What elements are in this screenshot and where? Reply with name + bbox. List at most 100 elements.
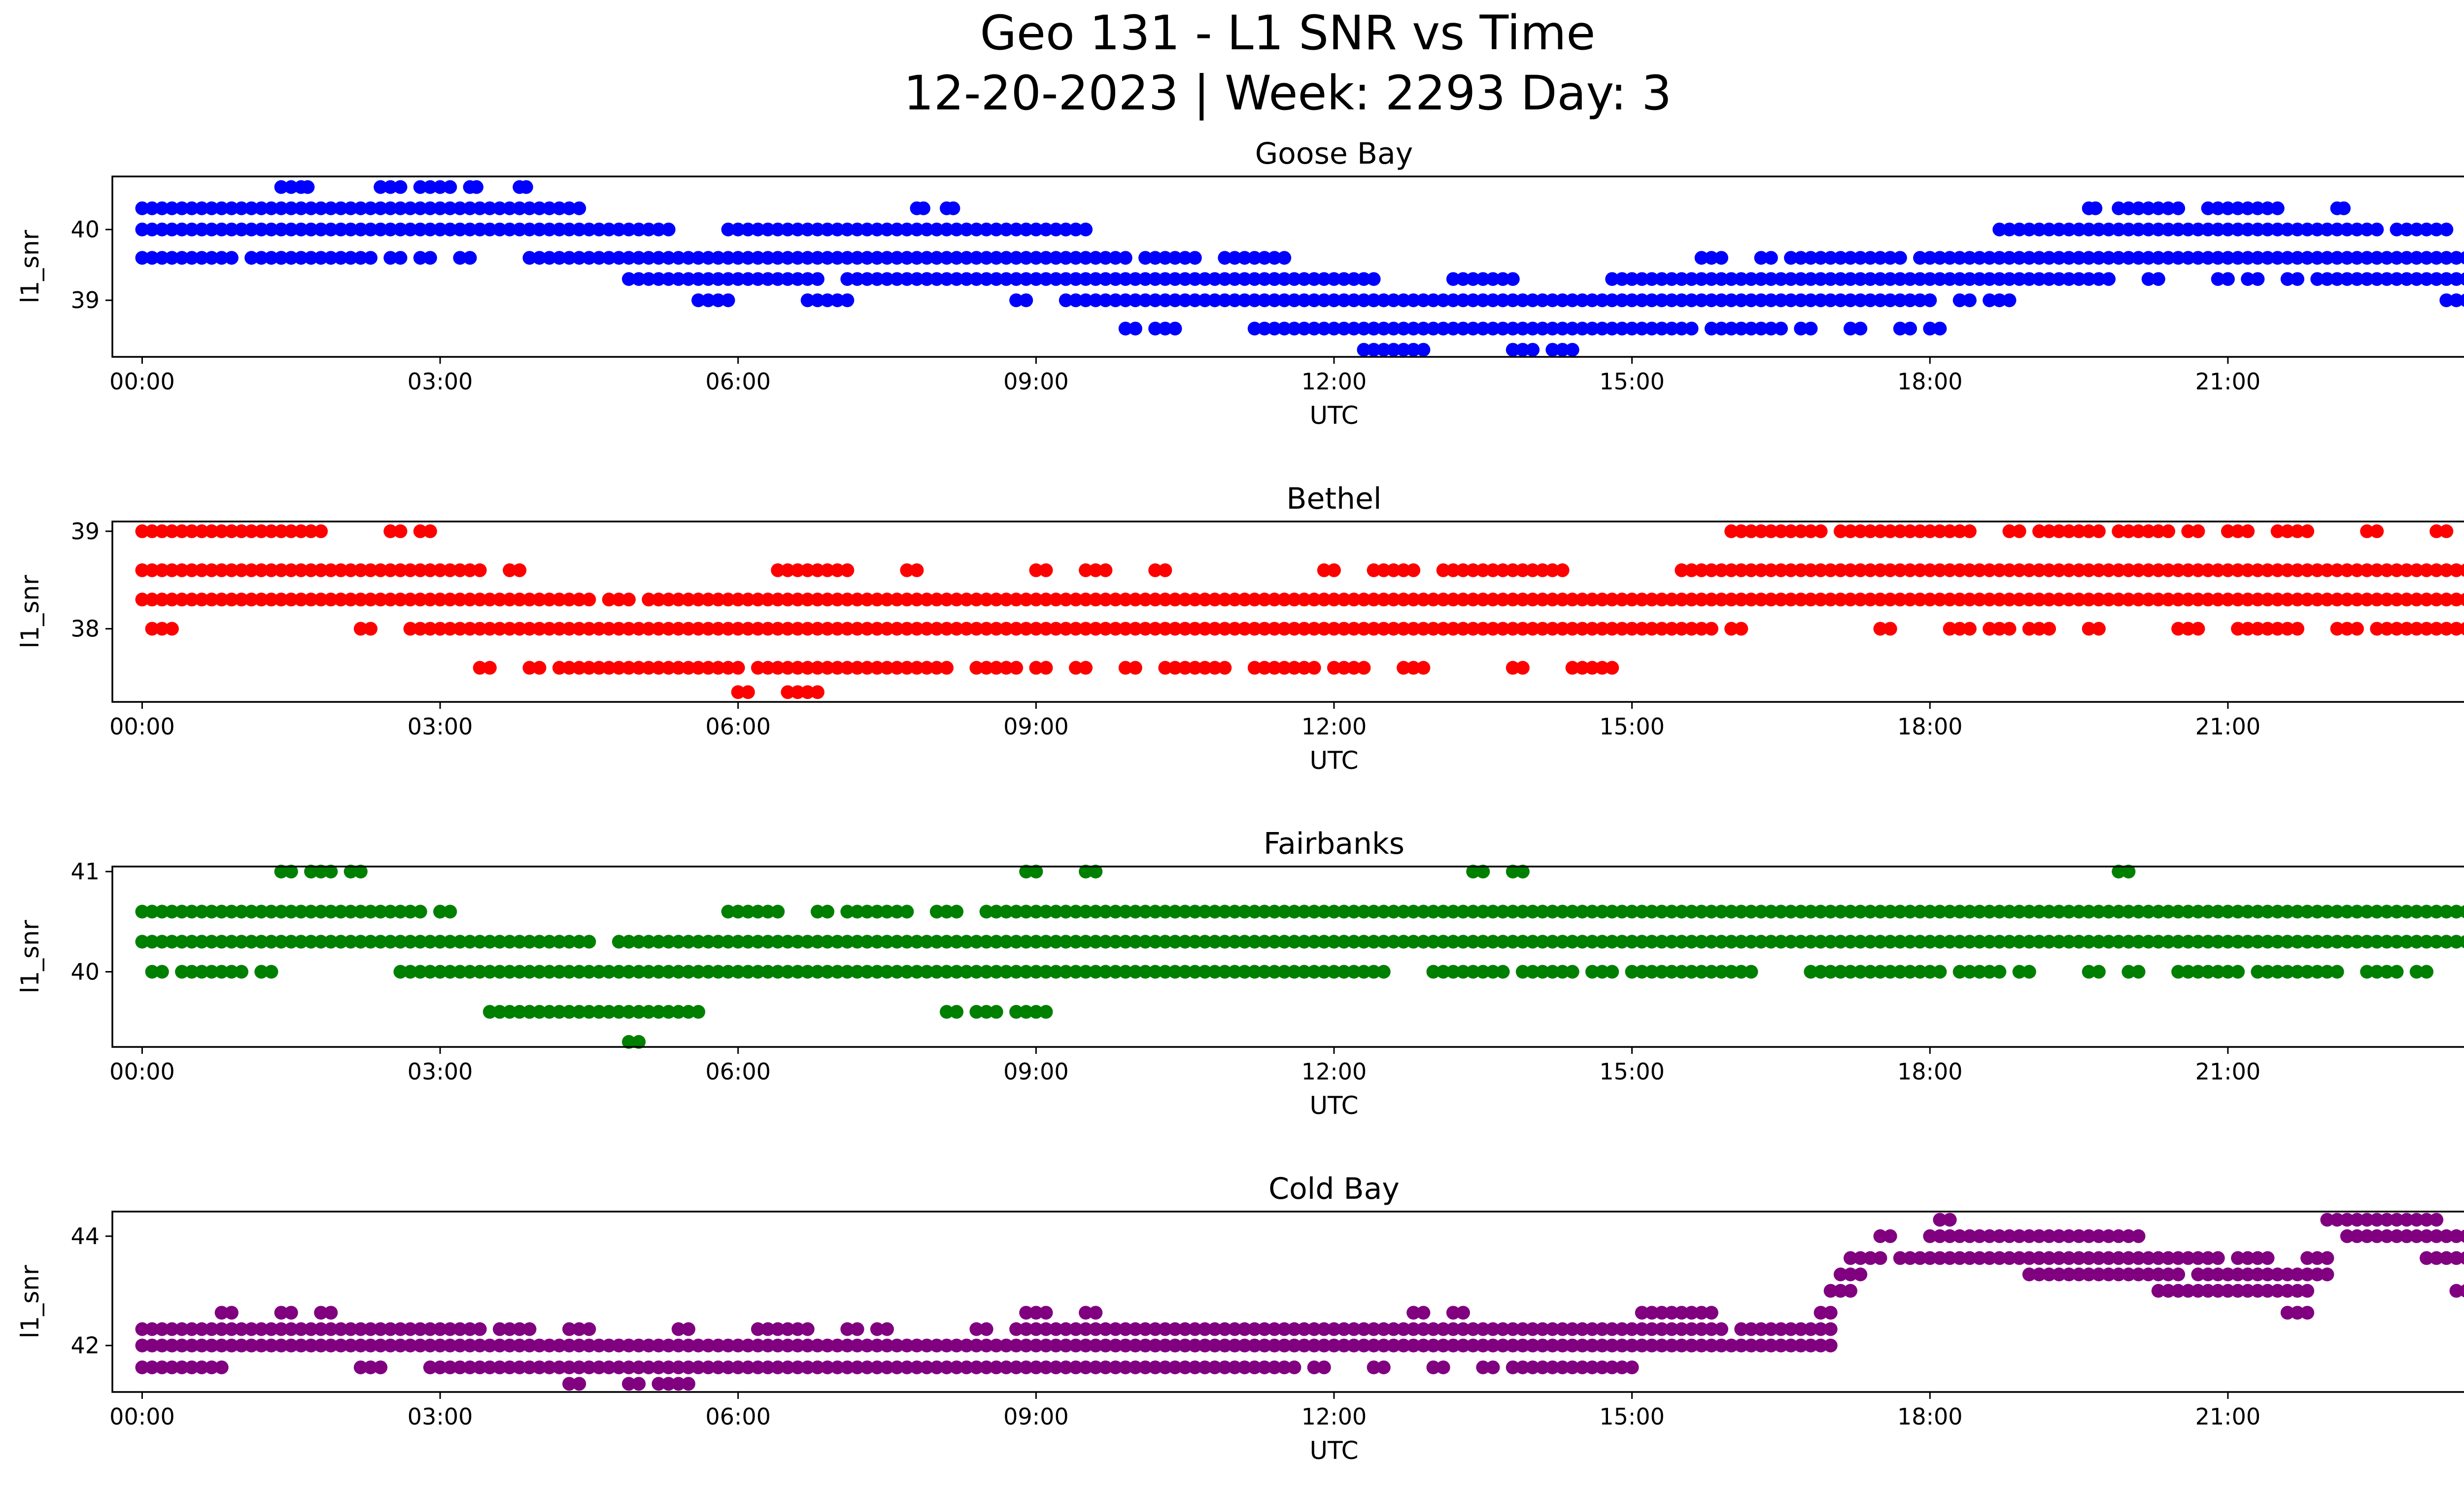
data-point [552, 1005, 566, 1019]
data-point [2221, 904, 2235, 919]
data-point [940, 272, 954, 286]
data-point [1804, 965, 1818, 979]
data-point [463, 251, 477, 265]
data-point [1684, 935, 1699, 949]
data-point [1565, 343, 1579, 357]
data-point [1704, 251, 1718, 265]
data-point [1446, 293, 1460, 308]
data-point [1962, 524, 1977, 538]
data-point [2181, 222, 2195, 237]
data-point [870, 592, 884, 607]
data-point [562, 251, 577, 265]
data-point [214, 1360, 229, 1375]
data-point [244, 563, 259, 577]
data-point [1337, 622, 1351, 636]
data-point [294, 524, 308, 538]
data-point [2091, 1229, 2106, 1243]
data-point [2270, 904, 2285, 919]
data-point [244, 524, 259, 538]
data-point [1913, 293, 1927, 308]
data-point [950, 965, 964, 979]
data-point [1277, 251, 1292, 265]
data-point [701, 965, 716, 979]
data-point [1724, 272, 1739, 286]
data-point [2260, 592, 2275, 607]
data-point [701, 272, 716, 286]
data-point [1297, 592, 1311, 607]
data-point [482, 965, 497, 979]
data-point [811, 272, 824, 286]
data-point [1098, 251, 1113, 265]
data-point [1089, 904, 1103, 919]
data-point [2270, 201, 2285, 215]
data-point [771, 935, 785, 949]
data-point [2072, 935, 2086, 949]
data-point [1327, 965, 1341, 979]
data-point [304, 251, 318, 265]
series-row [1833, 1267, 2334, 1282]
data-point [1208, 661, 1222, 675]
data-point [1267, 251, 1282, 265]
data-point [513, 1005, 527, 1019]
data-point [946, 201, 960, 215]
data-point [1098, 272, 1113, 286]
data-point [1833, 251, 1848, 265]
data-point [1397, 622, 1411, 636]
data-point [2151, 272, 2165, 286]
data-point [2399, 563, 2414, 577]
data-point [2430, 1213, 2444, 1227]
data-point [205, 592, 219, 607]
data-point [1089, 965, 1103, 979]
data-point [1625, 321, 1639, 336]
data-point [821, 935, 835, 949]
x-tick-label: 18:00 [1897, 1058, 1963, 1085]
data-point [1595, 661, 1609, 675]
series-row [135, 935, 2464, 949]
data-point [2201, 222, 2215, 237]
data-point [870, 965, 884, 979]
data-point [741, 935, 755, 949]
data-point [1774, 935, 1788, 949]
data-point [771, 272, 785, 286]
data-point [731, 222, 745, 237]
data-point [1973, 592, 1986, 607]
data-point [2300, 251, 2315, 265]
data-point [1506, 904, 1520, 919]
data-point [1675, 592, 1689, 607]
data-point [2241, 622, 2255, 636]
data-point [2459, 622, 2464, 635]
data-point [1416, 293, 1431, 308]
data-point [135, 524, 149, 538]
series-row [135, 1322, 1838, 1336]
data-point [2330, 222, 2344, 237]
data-point [135, 251, 149, 265]
data-point [2131, 563, 2146, 577]
data-point [2102, 272, 2116, 286]
data-point [1128, 622, 1142, 636]
data-point [493, 1005, 507, 1019]
data-point [224, 251, 239, 265]
data-point [1565, 592, 1579, 607]
series-row [691, 293, 2464, 308]
data-point [1397, 592, 1411, 607]
data-point [2270, 563, 2285, 577]
data-point [1228, 965, 1242, 979]
series-row [1823, 1284, 2464, 1298]
data-point [343, 201, 358, 215]
data-point [1962, 563, 1977, 577]
data-point [1764, 935, 1778, 949]
data-point [671, 1005, 685, 1019]
data-point [821, 965, 835, 979]
data-point [999, 965, 1013, 979]
data-point [1098, 904, 1113, 919]
data-point [969, 251, 984, 265]
data-point [940, 251, 954, 265]
x-tick-label: 18:00 [1897, 1403, 1963, 1430]
data-point [1267, 592, 1282, 607]
data-point [1376, 343, 1391, 357]
data-point [2380, 1229, 2394, 1243]
data-point [1595, 965, 1609, 979]
data-point [1913, 524, 1927, 538]
data-point [1863, 293, 1878, 308]
data-point [2291, 563, 2304, 577]
